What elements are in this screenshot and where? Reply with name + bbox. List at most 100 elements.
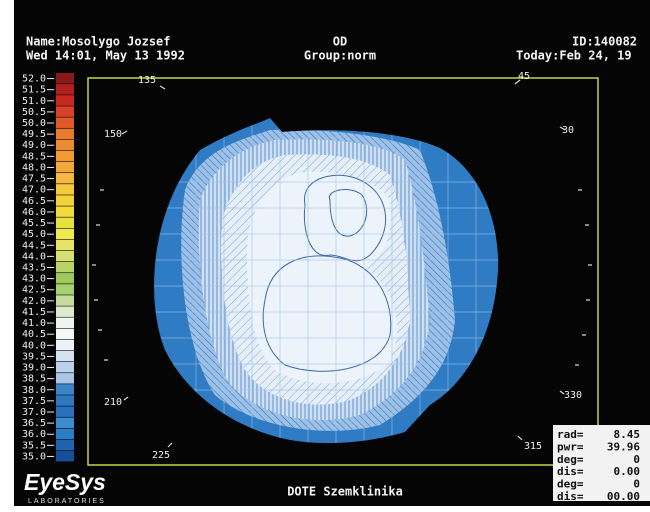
scale-swatch bbox=[56, 161, 74, 173]
scale-label: 40.5 bbox=[22, 329, 46, 340]
scale-label: 48.5 bbox=[22, 151, 46, 162]
logo-sub: LABORATORIES bbox=[28, 498, 106, 505]
scale-swatch bbox=[56, 250, 74, 262]
scale-label: 49.5 bbox=[22, 129, 46, 140]
map-frame bbox=[87, 77, 599, 466]
scale-swatch bbox=[56, 417, 74, 429]
readout-label: deg= bbox=[557, 453, 584, 466]
angle-label: 135 bbox=[138, 75, 156, 86]
scale-label: 47.5 bbox=[22, 174, 46, 185]
color-scale: 52.051.551.050.550.049.549.048.548.047.5… bbox=[22, 73, 74, 462]
scale-swatch bbox=[56, 184, 74, 195]
scale-label: 42.5 bbox=[22, 285, 46, 296]
scale-label: 43.0 bbox=[22, 274, 46, 285]
scale-label: 52.0 bbox=[22, 74, 46, 85]
scale-label: 36.5 bbox=[22, 418, 46, 429]
scale-label: 40.0 bbox=[22, 340, 46, 351]
scale-label: 43.5 bbox=[22, 263, 46, 274]
scale-label: 46.0 bbox=[22, 207, 46, 218]
scale-swatch bbox=[56, 284, 74, 295]
scale-label: 38.0 bbox=[22, 385, 46, 396]
scale-label: 36.0 bbox=[22, 429, 46, 440]
scale-swatch bbox=[56, 450, 74, 462]
scale-swatch bbox=[56, 384, 74, 395]
scale-label: 50.0 bbox=[22, 118, 46, 129]
angle-label: 150 bbox=[104, 129, 122, 140]
scale-swatch bbox=[56, 139, 74, 151]
scale-swatch bbox=[56, 439, 74, 451]
patient-name: Name:Mosolygo Jozsef bbox=[26, 35, 171, 49]
scale-label: 50.5 bbox=[22, 107, 46, 118]
scale-swatch bbox=[56, 195, 74, 206]
readout-label: pwr= bbox=[557, 440, 584, 453]
scale-label: 37.5 bbox=[22, 396, 46, 407]
scale-label: 51.5 bbox=[22, 85, 46, 96]
scale-swatch bbox=[56, 206, 74, 217]
scale-label: 44.0 bbox=[22, 251, 46, 262]
topography-map bbox=[154, 118, 499, 444]
scale-swatch bbox=[56, 373, 74, 384]
scale-swatch bbox=[56, 106, 74, 117]
scale-label: 45.0 bbox=[22, 229, 46, 240]
scale-label: 44.5 bbox=[22, 240, 46, 251]
scale-swatch bbox=[56, 328, 74, 340]
readout-label: rad= bbox=[557, 428, 584, 441]
scale-swatch bbox=[56, 73, 74, 84]
scale-label: 39.5 bbox=[22, 351, 46, 362]
scale-swatch bbox=[56, 406, 74, 417]
readout-value: 0 bbox=[633, 478, 640, 491]
scale-label: 41.5 bbox=[22, 307, 46, 318]
scale-label: 38.5 bbox=[22, 374, 46, 385]
scale-label: 46.5 bbox=[22, 196, 46, 207]
readout-label: deg= bbox=[557, 478, 584, 491]
scale-label: 48.0 bbox=[22, 162, 46, 173]
scale-swatch bbox=[56, 173, 74, 184]
scale-label: 47.0 bbox=[22, 185, 46, 196]
scale-label: 49.0 bbox=[22, 140, 46, 151]
today-date: Today:Feb 24, 19 bbox=[516, 49, 632, 63]
angle-label: 330 bbox=[564, 390, 582, 401]
scale-swatch bbox=[56, 261, 74, 273]
scale-swatch bbox=[56, 306, 74, 317]
scale-swatch bbox=[56, 95, 74, 106]
scale-swatch bbox=[56, 428, 74, 440]
readout-value: 00.00 bbox=[607, 490, 640, 503]
scale-swatch bbox=[56, 350, 74, 362]
readout-value: 39.96 bbox=[607, 440, 640, 453]
readout-value: 0.00 bbox=[614, 465, 641, 478]
scale-swatch bbox=[56, 239, 74, 251]
scale-swatch bbox=[56, 395, 74, 406]
scale-label: 35.5 bbox=[22, 440, 46, 451]
patient-id: ID:140082 bbox=[572, 35, 637, 49]
angle-label: 315 bbox=[524, 441, 542, 452]
group: Group:norm bbox=[304, 49, 376, 63]
scale-swatch bbox=[56, 339, 74, 351]
scale-label: 45.5 bbox=[22, 218, 46, 229]
exam-datetime: Wed 14:01, May 13 1992 bbox=[26, 49, 185, 63]
scale-label: 37.0 bbox=[22, 407, 46, 418]
readout-label: dis= bbox=[557, 490, 584, 503]
eye: OD bbox=[333, 35, 347, 49]
scale-label: 42.0 bbox=[22, 296, 46, 307]
angle-ticks bbox=[92, 79, 592, 448]
angle-label: 225 bbox=[152, 450, 170, 461]
angle-label: 210 bbox=[104, 397, 122, 408]
scale-label: 39.0 bbox=[22, 363, 46, 374]
scale-swatch bbox=[56, 295, 74, 306]
scale-swatch bbox=[56, 217, 74, 228]
scale-swatch bbox=[56, 273, 74, 284]
scale-swatch bbox=[56, 317, 74, 329]
scale-label: 35.0 bbox=[22, 451, 46, 462]
scale-swatch bbox=[56, 128, 74, 140]
readout-label: dis= bbox=[557, 465, 584, 478]
scale-label: 51.0 bbox=[22, 96, 46, 107]
scale-swatch bbox=[56, 361, 74, 373]
scale-swatch bbox=[56, 117, 74, 128]
readout-value: 0 bbox=[633, 453, 640, 466]
scale-swatch bbox=[56, 84, 74, 95]
scale-swatch bbox=[56, 228, 74, 240]
scale-swatch bbox=[56, 150, 74, 162]
angle-label: 30 bbox=[562, 125, 574, 136]
